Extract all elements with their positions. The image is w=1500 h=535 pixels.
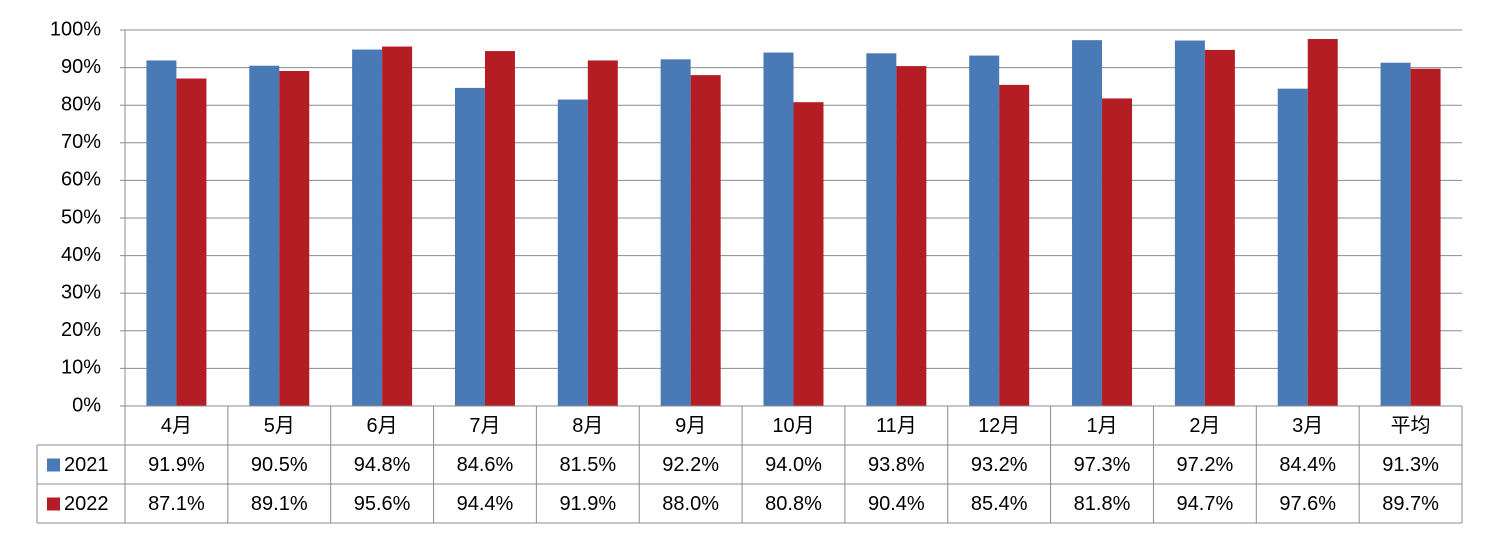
legend-label: 2021 — [64, 454, 109, 476]
x-tick-label: 平均 — [1391, 414, 1431, 437]
y-tick-label: 80% — [61, 93, 101, 115]
bar — [279, 70, 310, 406]
y-tick-label: 40% — [61, 244, 101, 266]
table-value: 87.1% — [148, 493, 205, 515]
table-value: 89.1% — [251, 493, 308, 515]
bar — [1277, 88, 1308, 406]
y-tick-label: 50% — [61, 206, 101, 228]
x-tick-label: 9月 — [675, 415, 706, 437]
table-value: 93.2% — [971, 454, 1028, 476]
bar — [1072, 40, 1103, 406]
table-value: 94.7% — [1177, 493, 1234, 515]
x-tick-label: 1月 — [1086, 415, 1117, 437]
bar — [454, 87, 485, 407]
table-value: 88.0% — [662, 493, 719, 515]
table-value: 94.8% — [354, 454, 411, 476]
y-tick-label: 30% — [61, 281, 101, 303]
bar — [587, 60, 618, 407]
table-value: 93.8% — [868, 454, 925, 476]
table-value: 97.3% — [1074, 454, 1131, 476]
table-value: 89.7% — [1382, 493, 1439, 515]
y-tick-label: 90% — [61, 56, 101, 78]
table-value: 90.5% — [251, 454, 308, 476]
x-tick-label: 3月 — [1292, 415, 1323, 437]
bar — [793, 102, 824, 406]
bar — [1307, 39, 1338, 407]
y-tick-label: 60% — [61, 169, 101, 191]
table-value: 91.9% — [559, 493, 616, 515]
y-tick-label: 20% — [61, 319, 101, 341]
table-value: 90.4% — [868, 493, 925, 515]
bar — [1204, 49, 1235, 406]
bar — [690, 75, 721, 407]
x-tick-label: 12月 — [978, 415, 1020, 437]
table-value: 94.0% — [765, 454, 822, 476]
bar — [146, 60, 177, 407]
x-tick-label: 10月 — [772, 415, 814, 437]
table-value: 81.8% — [1074, 493, 1131, 515]
table-value: 84.6% — [457, 454, 514, 476]
y-tick-label: 100% — [50, 18, 101, 40]
table-value: 84.4% — [1279, 454, 1336, 476]
bar — [382, 46, 413, 406]
bar — [557, 99, 588, 406]
bar — [969, 55, 1000, 407]
bar — [866, 53, 897, 406]
bar — [484, 51, 515, 406]
bar — [999, 84, 1030, 406]
table-value: 85.4% — [971, 493, 1028, 515]
x-tick-label: 11月 — [876, 415, 917, 437]
x-tick-label: 8月 — [572, 415, 603, 437]
x-tick-label: 6月 — [367, 415, 398, 437]
bar — [249, 65, 280, 406]
x-tick-label: 7月 — [469, 415, 500, 437]
table-value: 91.3% — [1382, 454, 1439, 476]
legend-swatch — [47, 458, 60, 472]
y-tick-label: 0% — [72, 394, 101, 416]
bar — [1102, 98, 1133, 406]
table-value: 97.6% — [1279, 493, 1336, 515]
y-tick-label: 10% — [61, 357, 101, 379]
table-value: 94.4% — [457, 493, 514, 515]
table-value: 80.8% — [765, 493, 822, 515]
bar — [1380, 62, 1411, 406]
x-tick-label: 2月 — [1189, 415, 1220, 437]
table-value: 91.9% — [148, 454, 205, 476]
y-tick-label: 70% — [61, 131, 101, 153]
table-value: 97.2% — [1177, 454, 1234, 476]
bar — [1174, 40, 1205, 406]
bar — [763, 52, 794, 407]
bar — [896, 66, 927, 406]
bar — [176, 78, 207, 406]
bar — [352, 49, 383, 406]
bar — [660, 59, 691, 406]
legend-label: 2022 — [64, 493, 109, 515]
x-tick-label: 4月 — [161, 415, 192, 437]
table-value: 81.5% — [559, 454, 616, 476]
legend-swatch — [47, 497, 60, 511]
x-tick-label: 5月 — [264, 415, 295, 437]
table-value: 95.6% — [354, 493, 411, 515]
bar — [1410, 68, 1441, 406]
table-value: 92.2% — [662, 454, 719, 476]
